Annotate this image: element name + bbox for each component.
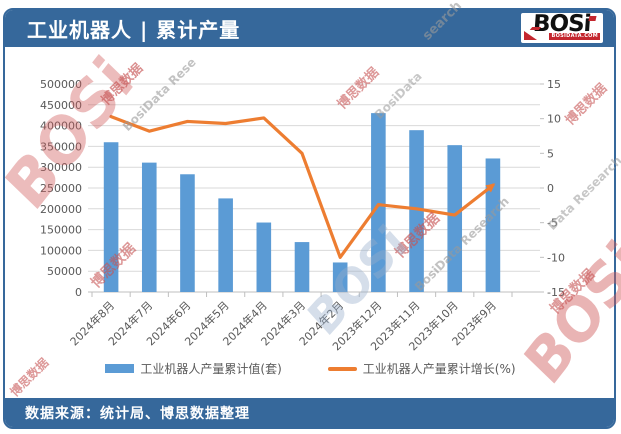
bar: [332, 262, 348, 292]
right-axis-tick-label: 0: [547, 182, 554, 195]
logo-domain-text: BOSIDATA.COM: [549, 33, 600, 40]
line-swatch-icon: [327, 366, 357, 371]
legend-item-bar: 工业机器人产量累计值(套): [105, 360, 282, 377]
left-axis-tick-label: 300000: [40, 161, 82, 174]
right-axis-tick-label: -10: [547, 251, 565, 264]
bar: [218, 198, 233, 292]
left-axis-tick-label: 100000: [40, 244, 82, 257]
right-axis-tick-label: -5: [547, 217, 558, 230]
bar: [409, 130, 424, 292]
page-title: 工业机器人 | 累计产量: [27, 18, 241, 42]
right-axis-tick-label: -15: [547, 286, 565, 299]
left-axis-tick-label: 150000: [40, 224, 82, 237]
footer-banner: 数据来源：统计局、博思数据整理: [5, 398, 614, 427]
right-axis-tick-label: 15: [547, 78, 561, 91]
left-axis-tick-label: 50000: [47, 265, 82, 278]
growth-line: [109, 114, 495, 259]
combo-bar-line-chart: 0 50000 100000 150000 200000 250000 300000 3500…: [40, 78, 565, 353]
bar: [371, 113, 386, 293]
line-arrowhead-icon: [485, 183, 496, 193]
left-axis-tick-label: 200000: [40, 203, 82, 216]
left-axis-tick-label: 250000: [40, 182, 82, 195]
bar-swatch-icon: [105, 364, 135, 373]
left-axis-tick-label: 450000: [40, 99, 82, 112]
bar: [294, 242, 310, 292]
bar: [103, 142, 119, 292]
logo-triangle-icon: [524, 31, 537, 40]
bar: [485, 158, 501, 292]
bar: [180, 174, 195, 292]
bosi-logo: BOSi BOSIDATA.COM: [521, 13, 603, 43]
left-axis-tick-label: 500000: [40, 78, 82, 91]
bar: [141, 162, 157, 292]
bar: [256, 222, 272, 292]
left-axis-tick-label: 400000: [40, 120, 82, 133]
legend-bar-label: 工业机器人产量累计值(套): [140, 362, 282, 376]
header-banner: 工业机器人 | 累计产量 BOSi BOSIDATA.COM: [5, 10, 614, 47]
chart-legend: 工业机器人产量累计值(套) 工业机器人产量累计增长(%): [0, 360, 621, 377]
legend-item-line: 工业机器人产量累计增长(%): [327, 360, 516, 377]
bar: [447, 145, 463, 292]
right-axis-tick-label: 10: [547, 113, 561, 126]
data-source-text: 数据来源：统计局、博思数据整理: [25, 405, 250, 422]
right-axis-tick-label: 5: [547, 147, 554, 160]
legend-line-label: 工业机器人产量累计增长(%): [362, 362, 516, 376]
left-axis-tick-label: 350000: [40, 140, 82, 153]
left-axis-tick-label: 0: [75, 286, 82, 299]
